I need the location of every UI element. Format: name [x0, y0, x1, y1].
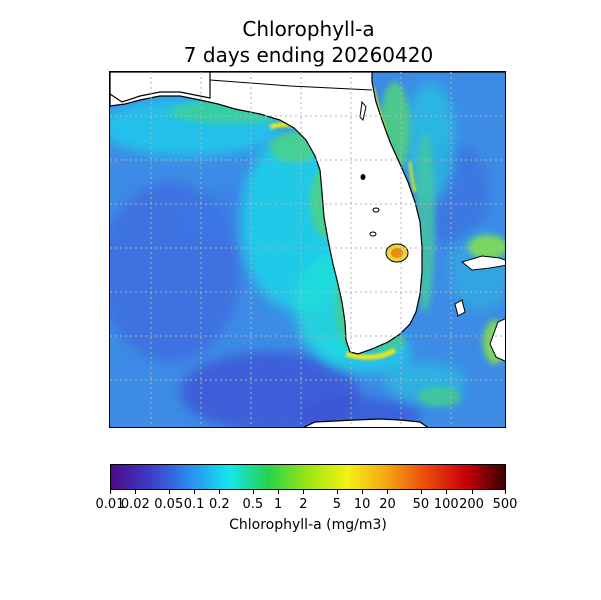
bahamas-island-3: [454, 299, 466, 317]
colorbar-tick-mark: [472, 490, 473, 494]
colorbar-tick-label: 20: [379, 497, 396, 512]
map-subtitle: 7 days ending 20260420: [183, 43, 434, 67]
colorbar-tick-mark: [194, 490, 195, 494]
colorbar-tick-label: 50: [412, 497, 430, 512]
cuba-coast: [302, 418, 429, 427]
colorbar-tick-mark: [278, 490, 279, 494]
colorbar-tick-label: 1: [273, 497, 283, 512]
colorbar-tick-mark: [362, 490, 363, 494]
colorbar-tick-label: 0.02: [120, 497, 150, 512]
colorbar-tick-label: 5: [332, 497, 342, 512]
lake-small-2: [372, 207, 380, 213]
colorbar-tick-label: 500: [492, 497, 518, 512]
colorbar-tick-label: 0.5: [242, 497, 264, 512]
colorbar-tick-label: 200: [459, 497, 484, 512]
panhandle-land: [110, 72, 211, 103]
colorbar-tick-mark: [110, 490, 111, 494]
lake-small-3: [369, 231, 377, 237]
colorbar-tick-mark: [219, 490, 220, 494]
colorbar: [110, 464, 506, 490]
florida-peninsula: [110, 72, 505, 355]
colorbar-tick-label: 2: [299, 497, 308, 512]
colorbar-tick-mark: [135, 490, 136, 494]
offshore-low-chlorophyll: [110, 142, 490, 427]
colorbar-tick-mark: [446, 490, 447, 494]
lake-small-1: [360, 174, 366, 180]
colorbar-tick-label: 10: [353, 497, 371, 512]
colorbar-tick-label: 0.2: [209, 497, 230, 512]
colorbar-label: Chlorophyll-a (mg/m3): [229, 517, 387, 533]
land: [110, 72, 505, 427]
map-title: Chlorophyll-a: [242, 17, 375, 41]
colorbar-tick-mark: [387, 490, 388, 494]
chlorophyll-map: [109, 71, 506, 428]
colorbar-tick-label: 0.1: [183, 497, 205, 512]
gridlines: [110, 72, 505, 427]
colorbar-tick-mark: [505, 490, 506, 494]
colorbar-tick-mark: [303, 490, 304, 494]
colorbar-tick-label: 0.05: [154, 497, 184, 512]
colorbar-tick-mark: [253, 490, 254, 494]
state-boundary: [209, 79, 373, 91]
colorbar-tick-mark: [421, 490, 422, 494]
colorbar-tick-mark: [169, 490, 170, 494]
colorbar-tick-label: 0.01: [95, 497, 125, 512]
bahamas-island-2: [489, 318, 505, 362]
colorbar-tick-mark: [337, 490, 338, 494]
bahamas-island-1: [460, 255, 505, 271]
colorbar-tick-label: 100: [433, 497, 459, 512]
